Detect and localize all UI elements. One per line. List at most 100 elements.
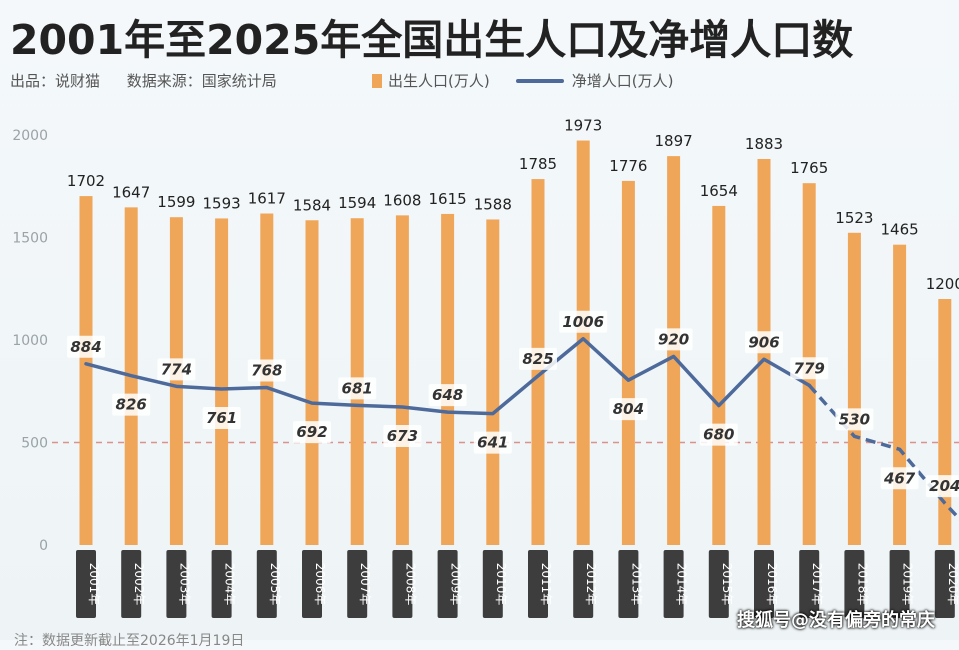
bar-value-label: 1973 bbox=[564, 117, 602, 135]
bar-value-label: 1654 bbox=[700, 182, 738, 200]
net-value-label: 761 bbox=[206, 409, 237, 427]
year-box bbox=[754, 550, 774, 618]
year-box bbox=[618, 550, 639, 618]
chart-legend: 出生人口(万人) 净增人口(万人) bbox=[372, 70, 673, 91]
net-label-bg bbox=[559, 310, 608, 333]
net-value-label: 826 bbox=[116, 396, 147, 414]
year-box bbox=[573, 550, 594, 618]
bar-births bbox=[847, 232, 861, 545]
bar-value-label: 1765 bbox=[790, 159, 828, 177]
x-tick-label: 2006年 bbox=[313, 563, 327, 606]
x-tick-label: 2016年 bbox=[765, 563, 779, 606]
bar-births bbox=[893, 244, 907, 546]
net-label-bg bbox=[790, 357, 829, 380]
footnote: 注：数据更新截止至2026年1月19日 bbox=[14, 633, 245, 649]
bar-value-label: 1599 bbox=[157, 193, 195, 211]
net-label-bg bbox=[247, 359, 286, 382]
net-label-bg bbox=[338, 377, 377, 400]
bar-value-label: 1647 bbox=[112, 183, 150, 201]
net-value-label: 1006 bbox=[562, 313, 604, 331]
bar-value-label: 1617 bbox=[248, 190, 286, 208]
year-box bbox=[392, 550, 413, 618]
net-label-bg bbox=[293, 421, 331, 444]
x-tick-label: 2020年 bbox=[946, 563, 959, 606]
net-value-label: 920 bbox=[658, 330, 689, 348]
x-tick-label: 2001年 bbox=[87, 563, 101, 606]
net-value-label: 530 bbox=[839, 410, 870, 428]
y-tick-label: 0 bbox=[39, 538, 48, 554]
bar-value-label: 1785 bbox=[519, 155, 557, 173]
net-line bbox=[84, 337, 811, 416]
bar-births bbox=[667, 156, 681, 546]
bar-value-label: 1584 bbox=[293, 196, 331, 214]
year-box bbox=[799, 550, 820, 618]
legend-births-label: 出生人口(万人) bbox=[388, 72, 490, 90]
x-tick-label: 2015年 bbox=[720, 563, 734, 606]
x-tick-label: 2009年 bbox=[449, 563, 463, 606]
year-box bbox=[482, 550, 503, 618]
x-tick-label: 2008年 bbox=[403, 563, 417, 606]
bar-value-label: 1608 bbox=[383, 191, 421, 209]
net-label-bg bbox=[428, 384, 467, 407]
year-box bbox=[934, 550, 955, 618]
year-box bbox=[844, 550, 865, 618]
watermark-text: 搜狐号@没有偏旁的常庆 bbox=[737, 610, 935, 631]
x-tick-label: 2002年 bbox=[132, 563, 146, 606]
bar-value-label: 1615 bbox=[429, 190, 467, 208]
net-label-bg bbox=[880, 467, 919, 490]
net-label-bg bbox=[699, 423, 738, 446]
year-box bbox=[166, 550, 187, 618]
bar-value-label: 1593 bbox=[203, 194, 241, 212]
bar-value-label: 1776 bbox=[609, 157, 647, 175]
net-label-bg bbox=[745, 331, 783, 354]
net-value-label: 825 bbox=[522, 350, 553, 368]
net-value-label: 680 bbox=[703, 426, 734, 444]
year-box bbox=[302, 550, 322, 618]
year-box bbox=[121, 550, 142, 618]
net-label-bg bbox=[654, 328, 693, 351]
bar-value-label: 1588 bbox=[474, 195, 512, 213]
bar-value-label: 1702 bbox=[67, 172, 105, 190]
chart-meta: 出品：说财猫 数据来源：国家统计局 bbox=[10, 70, 299, 91]
bar-births bbox=[395, 215, 409, 546]
bar-births bbox=[169, 217, 183, 545]
legend-net-label: 净增人口(万人) bbox=[571, 72, 674, 90]
net-value-label: 774 bbox=[161, 360, 192, 378]
y-tick-label: 1500 bbox=[12, 231, 48, 247]
bar-value-label: 1897 bbox=[655, 132, 693, 150]
net-label-bg bbox=[112, 393, 151, 416]
year-box bbox=[708, 550, 729, 618]
x-tick-label: 2004年 bbox=[223, 563, 237, 606]
bar-births bbox=[486, 219, 500, 545]
net-value-label: 467 bbox=[883, 469, 916, 487]
net-value-label: 884 bbox=[70, 338, 101, 356]
x-tick-label: 2005年 bbox=[268, 563, 282, 606]
legend-bar-swatch bbox=[372, 73, 382, 88]
bar-births bbox=[305, 220, 319, 545]
net-label-bg bbox=[835, 408, 874, 431]
net-value-label: 779 bbox=[794, 359, 825, 377]
net-value-label: 204 bbox=[929, 477, 959, 495]
year-box bbox=[211, 550, 232, 618]
x-tick-label: 2003年 bbox=[177, 563, 191, 606]
net-label-bg bbox=[202, 406, 241, 429]
net-value-label: 648 bbox=[432, 386, 463, 404]
x-tick-label: 2018年 bbox=[855, 563, 869, 606]
legend-line-swatch bbox=[515, 78, 564, 83]
net-line-forecast bbox=[807, 384, 959, 521]
bar-births bbox=[621, 180, 635, 546]
net-value-label: 906 bbox=[748, 333, 779, 351]
net-label-bg bbox=[925, 475, 959, 498]
x-tick-label: 2013年 bbox=[629, 563, 643, 606]
x-tick-label: 2007年 bbox=[358, 563, 372, 606]
y-tick-label: 1000 bbox=[12, 333, 48, 349]
year-box bbox=[256, 550, 277, 618]
data-source-text: 数据来源：国家统计局 bbox=[126, 72, 277, 90]
year-box bbox=[889, 550, 910, 618]
x-tick-label: 2010年 bbox=[494, 563, 508, 606]
bar-value-label: 1200 bbox=[926, 275, 959, 293]
bar-value-label: 1883 bbox=[745, 135, 783, 153]
year-box bbox=[437, 550, 458, 618]
net-label-bg bbox=[609, 398, 648, 421]
